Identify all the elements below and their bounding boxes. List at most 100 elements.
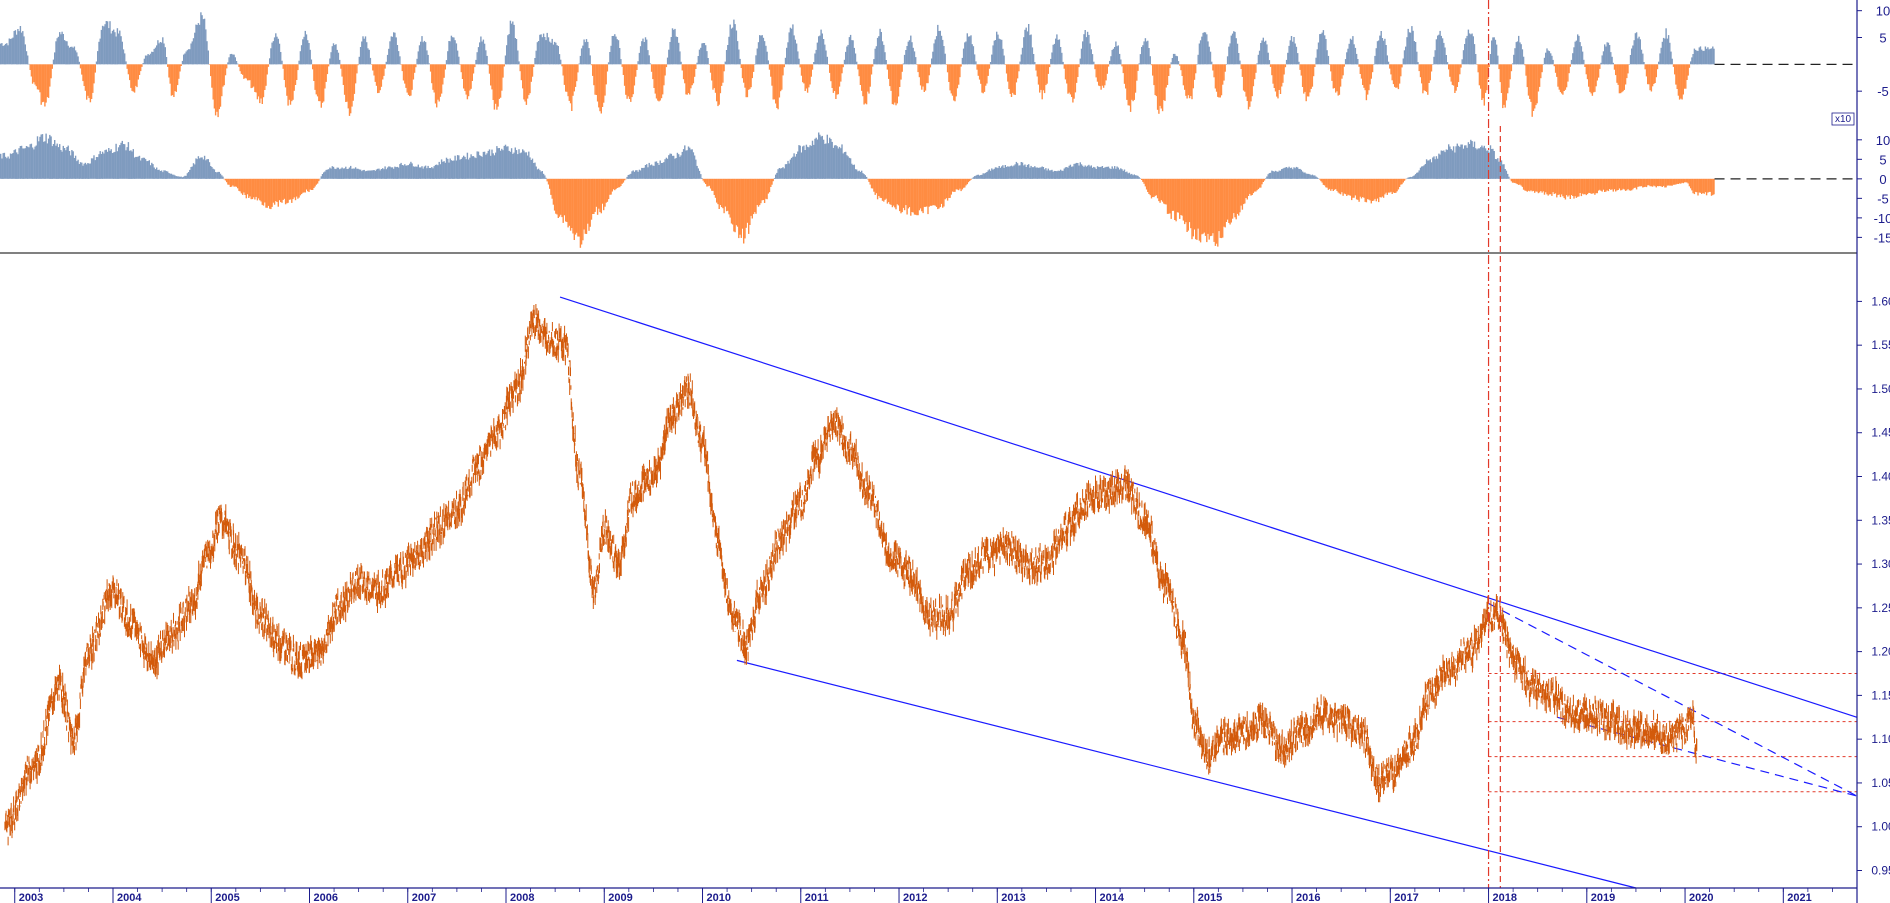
- lower-osc-bar: [1604, 178, 1606, 192]
- lower-osc-bar: [1554, 178, 1557, 194]
- upper-osc-bar: [1412, 30, 1414, 65]
- upper-osc-bar: [243, 64, 245, 79]
- upper-osc-bar: [1086, 31, 1089, 65]
- lower-osc-bar: [221, 175, 223, 179]
- upper-osc-bar: [743, 64, 745, 83]
- upper-osc-bar: [29, 64, 31, 70]
- lower-osc-bar: [1579, 178, 1581, 193]
- lower-osc-bar: [1149, 178, 1151, 196]
- lower-osc-bar: [114, 151, 116, 179]
- upper-osc-bar: [183, 54, 185, 65]
- lower-osc-bar: [1476, 149, 1478, 179]
- lower-osc-bar: [103, 153, 105, 179]
- upper-osc-bar: [1134, 64, 1137, 93]
- lower-osc-bar: [482, 151, 485, 179]
- lower-osc-bar: [534, 162, 536, 179]
- lower-osc-bar: [876, 178, 879, 200]
- upper-osc-bar: [266, 64, 268, 75]
- lower-osc-bar: [1473, 141, 1476, 179]
- upper-osc-bar: [660, 64, 663, 99]
- lower-osc-bar: [504, 144, 507, 179]
- lower-osc-bar: [1644, 178, 1646, 187]
- upper-osc-bar: [647, 50, 649, 65]
- upper-osc-bar: [94, 64, 96, 73]
- lower-osc-bar: [1362, 178, 1364, 197]
- lower-osc-bar: [1396, 178, 1398, 192]
- upper-osc-bar: [1452, 64, 1455, 86]
- lower-osc-bar: [358, 169, 360, 179]
- upper-osc-bar: [603, 64, 605, 103]
- upper-osc-bar: [458, 56, 460, 65]
- upper-osc-bar: [122, 49, 125, 65]
- lower-osc-bar: [1141, 178, 1143, 180]
- lower-osc-bar: [78, 164, 80, 179]
- lower-osc-bar: [592, 178, 594, 214]
- upper-osc-bar: [842, 64, 844, 68]
- lower-osc-bar: [956, 178, 959, 190]
- upper-osc-bar: [1662, 37, 1665, 65]
- lower-osc-bar: [540, 171, 542, 179]
- upper-osc-bar: [1704, 46, 1707, 65]
- upper-osc-bar: [1525, 64, 1527, 76]
- lower-osc-bar: [1675, 178, 1677, 185]
- upper-osc-bar: [1607, 42, 1610, 65]
- lower-osc-bar: [1156, 178, 1159, 199]
- upper-osc-bar: [232, 54, 234, 65]
- upper-osc-bar: [1182, 64, 1185, 86]
- lower-osc-bar: [1572, 178, 1574, 196]
- upper-osc-bar: [894, 64, 896, 103]
- upper-osc-bar: [907, 41, 909, 65]
- upper-osc-bar: [918, 64, 921, 78]
- upper-osc-bar: [4, 43, 7, 65]
- lower-osc-bar: [251, 178, 254, 200]
- lower-osc-bar: [20, 145, 23, 179]
- lower-osc-bar: [1109, 168, 1111, 179]
- lower-osc-bar: [254, 178, 256, 200]
- upper-osc-bar: [470, 64, 472, 89]
- lower-osc-bar: [227, 178, 229, 185]
- x-tick-label: 2013: [1001, 892, 1025, 903]
- lower-osc-bar: [1057, 170, 1059, 179]
- upper-osc-bar: [211, 64, 213, 88]
- upper-osc-bar: [292, 64, 294, 100]
- lower-osc-bar: [1423, 165, 1425, 179]
- lower-osc-bar: [314, 178, 316, 187]
- lower-osc-bar: [262, 178, 265, 206]
- upper-osc-bar: [996, 31, 998, 65]
- upper-osc-bar: [178, 64, 180, 79]
- lower-osc-bar: [1573, 178, 1575, 199]
- lower-osc-bar: [1148, 178, 1150, 194]
- upper-osc-bar: [1305, 64, 1307, 102]
- lower-osc-bar: [754, 178, 756, 213]
- lower-osc-bar: [1606, 178, 1608, 191]
- lower-osc-bar: [416, 166, 418, 179]
- lower-osc-bar: [1283, 167, 1285, 179]
- lower-osc-bar: [1013, 165, 1015, 179]
- lower-osc-bar: [515, 150, 518, 179]
- upper-osc-bar: [956, 64, 959, 89]
- lower-osc-bar: [1685, 178, 1687, 183]
- lower-osc-bar: [1250, 178, 1252, 196]
- upper-osc-bar: [1192, 64, 1194, 89]
- lower-osc-bar: [600, 178, 602, 214]
- lower-osc-bar: [418, 167, 421, 179]
- upper-osc-bar: [1326, 50, 1328, 65]
- lower-osc-bar: [620, 178, 622, 186]
- lower-osc-bar: [465, 159, 467, 179]
- upper-osc-bar: [878, 36, 880, 65]
- lower-osc-bar: [800, 152, 803, 179]
- upper-osc-bar: [1093, 61, 1095, 65]
- upper-osc-bar: [685, 64, 687, 95]
- lower-osc-bar: [1541, 178, 1543, 193]
- lower-osc-bar: [1491, 149, 1493, 179]
- lower-osc-bar: [886, 178, 889, 204]
- upper-osc-bar: [157, 40, 159, 65]
- upper-osc-bar: [202, 19, 204, 65]
- upper-osc-bar: [1098, 64, 1100, 86]
- lower-osc-bar: [1115, 168, 1117, 179]
- lower-osc-bar: [617, 178, 620, 188]
- upper-osc-bar: [1467, 29, 1470, 65]
- upper-osc-bar: [356, 64, 358, 74]
- upper-osc-bar: [587, 41, 589, 65]
- lower-osc-bar: [421, 166, 423, 179]
